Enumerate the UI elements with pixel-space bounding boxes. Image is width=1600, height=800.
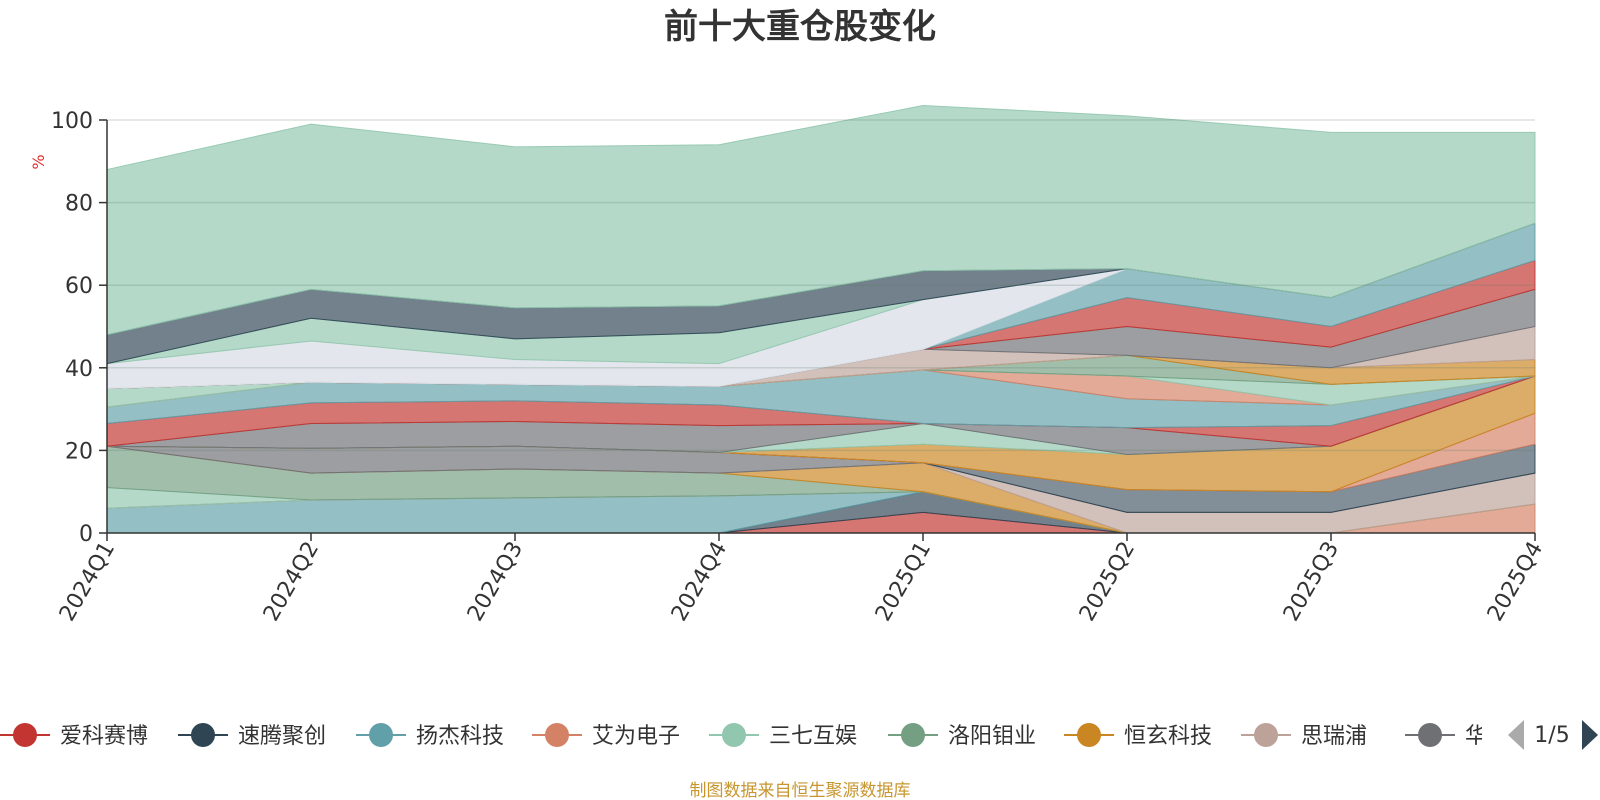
legend-marker-7: [1254, 723, 1278, 747]
pager-next-icon[interactable]: [1582, 720, 1598, 750]
y-axis-unit: %: [29, 154, 48, 169]
legend-marker-6: [1077, 723, 1101, 747]
legend[interactable]: 爱科赛博 速腾聚创 扬杰科技 艾为电子 三七互娱 洛阳钼业 恒玄科技 思瑞浦 华创: [0, 723, 1509, 749]
pager-prev-icon[interactable]: [1508, 720, 1524, 750]
x-tick-label-2: 2024Q3: [463, 538, 528, 626]
legend-marker-3: [545, 723, 569, 747]
x-tick-label-0: 2024Q1: [55, 538, 120, 626]
y-tick-label-4: 80: [65, 192, 93, 217]
legend-label-0: 爱科赛博: [60, 724, 148, 749]
x-tick-label-3: 2024Q4: [667, 538, 732, 626]
legend-item-7[interactable]: 思瑞浦: [1241, 723, 1367, 749]
x-tick-label-7: 2025Q4: [1483, 538, 1548, 626]
legend-item-4[interactable]: 三七互娱: [709, 723, 857, 749]
legend-marker-5: [901, 723, 925, 747]
legend-label-4: 三七互娱: [769, 724, 857, 749]
y-tick-label-0: 0: [79, 522, 93, 547]
y-tick-label-1: 20: [65, 439, 93, 464]
legend-item-0[interactable]: 爱科赛博: [0, 723, 148, 749]
y-tick-label-3: 60: [65, 274, 93, 299]
x-tick-label-5: 2025Q2: [1075, 538, 1140, 626]
x-tick-label-4: 2025Q1: [871, 538, 936, 626]
x-tick-label-1: 2024Q2: [259, 538, 324, 626]
legend-items: 爱科赛博 速腾聚创 扬杰科技 艾为电子 三七互娱 洛阳钼业 恒玄科技 思瑞浦 华创: [0, 723, 1509, 749]
legend-label-6: 恒玄科技: [1124, 724, 1212, 749]
legend-label-8: 华创: [1465, 724, 1509, 749]
x-tick-label-6: 2025Q3: [1279, 538, 1344, 626]
pager-text: 1/5: [1534, 723, 1569, 748]
legend-marker-1: [191, 723, 215, 747]
legend-item-6[interactable]: 恒玄科技: [1064, 723, 1212, 749]
legend-pager[interactable]: 1/5: [1508, 720, 1598, 750]
legend-marker-2: [369, 723, 393, 747]
legend-label-2: 扬杰科技: [416, 724, 504, 749]
legend-label-3: 艾为电子: [592, 724, 680, 749]
y-tick-label-2: 40: [65, 357, 93, 382]
area-series-group: [106, 105, 1536, 534]
legend-item-1[interactable]: 速腾聚创: [178, 723, 326, 749]
legend-marker-4: [722, 723, 746, 747]
grid-lines: [107, 119, 1535, 452]
legend-label-7: 思瑞浦: [1301, 724, 1367, 749]
legend-item-8[interactable]: 华创: [1405, 723, 1509, 749]
legend-label-5: 洛阳钼业: [948, 724, 1036, 749]
chart-title: 前十大重仓股变化: [664, 7, 936, 47]
area-series-27[interactable]: [106, 105, 1536, 336]
y-tick-label-5: 100: [51, 109, 93, 134]
source-note: 制图数据来自恒生聚源数据库: [690, 781, 911, 800]
legend-marker-0: [13, 723, 37, 747]
legend-marker-8: [1418, 723, 1442, 747]
legend-label-1: 速腾聚创: [238, 724, 326, 749]
legend-item-2[interactable]: 扬杰科技: [356, 723, 504, 749]
legend-item-5[interactable]: 洛阳钼业: [888, 723, 1036, 749]
legend-item-3[interactable]: 艾为电子: [532, 723, 680, 749]
